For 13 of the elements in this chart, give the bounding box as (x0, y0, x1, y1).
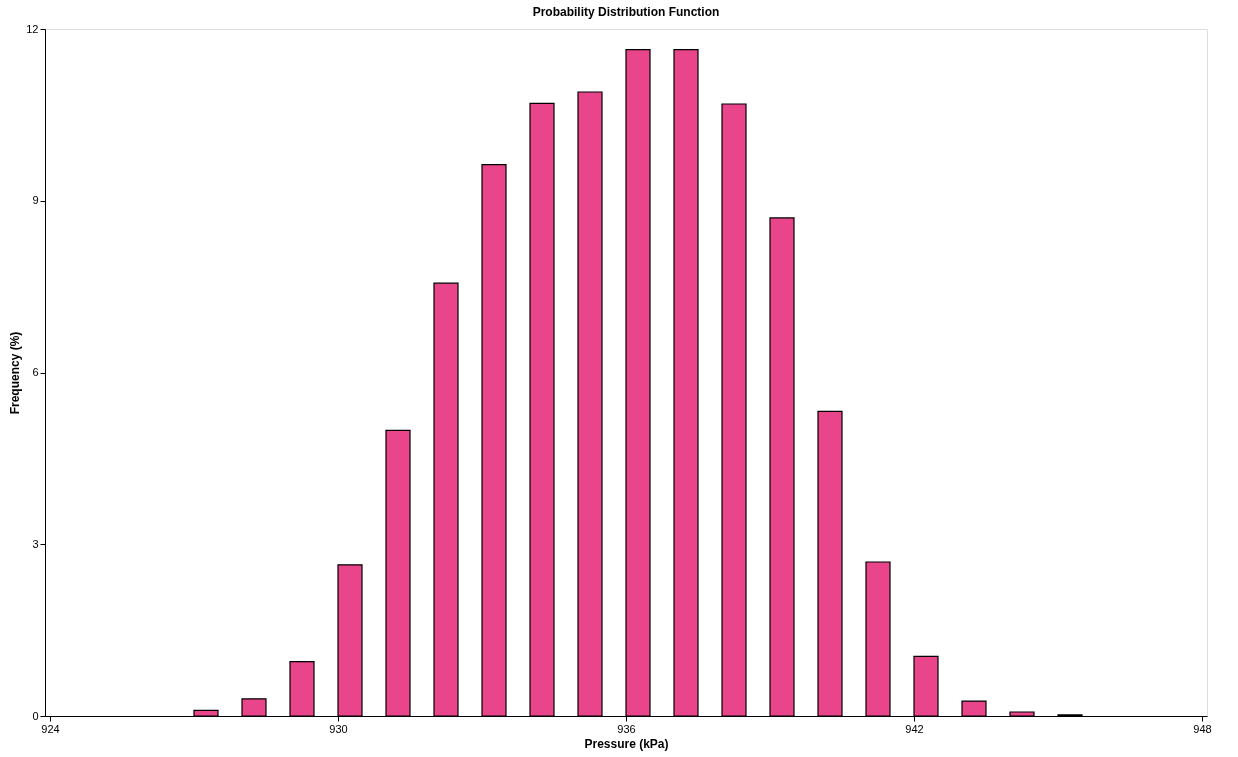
y-tick-label: 12 (26, 22, 39, 35)
x-axis-title: Pressure (kPa) (584, 736, 669, 751)
y-tick-label: 9 (32, 194, 39, 207)
x-tick-label: 924 (41, 722, 60, 735)
y-tick-label: 0 (32, 709, 39, 722)
y-tick-label: 3 (32, 537, 39, 550)
x-tick-label: 930 (329, 722, 348, 735)
x-tick-label: 936 (617, 722, 636, 735)
x-tick-label: 948 (1193, 722, 1212, 735)
y-axis-title: Frequency (%) (8, 331, 23, 415)
chart-title: Probability Distribution Function (532, 5, 720, 19)
y-tick-label: 6 (32, 366, 39, 378)
x-tick-label: 942 (905, 722, 924, 735)
